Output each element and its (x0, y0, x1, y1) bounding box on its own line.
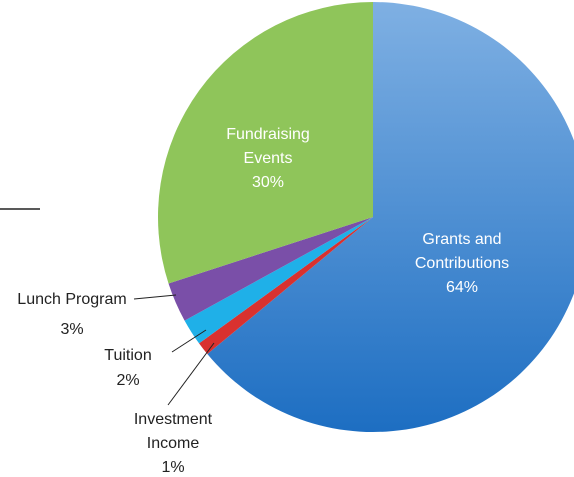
slice (157, 2, 373, 284)
leader-line (133, 294, 177, 300)
slice-label: Tuition (104, 347, 152, 364)
leader-lines (133, 294, 215, 406)
slice (207, 2, 574, 432)
slices (157, 2, 574, 432)
leader-line (167, 342, 215, 406)
leader-line (171, 329, 207, 353)
slice (168, 217, 373, 321)
slice-value-label: 64% (445, 279, 479, 296)
slice-value-label: 2% (116, 372, 140, 389)
slice-value-label: 30% (251, 174, 285, 191)
slice (184, 217, 373, 344)
slice-value-label: 3% (60, 321, 84, 338)
slice-label: Grants and Contributions (414, 231, 510, 272)
slice (199, 217, 373, 355)
slice-value-label: 1% (161, 459, 185, 476)
slice-label: Investment Income (133, 411, 213, 452)
slice-label: Fundraising Events (226, 126, 310, 167)
slice-label: Lunch Program (17, 291, 127, 308)
